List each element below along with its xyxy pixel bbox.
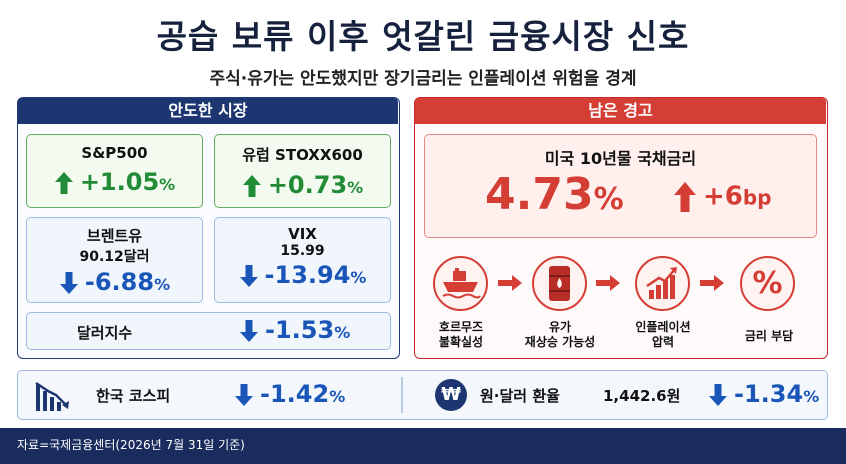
treasury-card: 미국 10년물 국채금리 4.73% +6bp	[424, 134, 817, 238]
arrow-right-icon	[596, 275, 620, 291]
arrow-down-icon	[709, 384, 727, 406]
dollar-index-unit: %	[334, 323, 351, 342]
dollar-index-value-row: -1.53%	[239, 316, 350, 344]
bottom-indicators: 한국 코스피 -1.42% ₩ 원·달러 환율 1,442.6원 -1.34%	[17, 370, 828, 420]
flow-label-rate: 금리 부담	[744, 329, 794, 343]
flow-label-inflation: 인플레이션 압력	[635, 320, 691, 349]
fx-unit: %	[803, 387, 820, 406]
fx-value-row: -1.34%	[708, 380, 819, 408]
rising-chart-icon	[635, 256, 690, 311]
fx-label: 원·달러 환율	[480, 387, 560, 405]
relieved-market-heading: 안도한 시장	[18, 98, 398, 124]
won-icon: ₩	[435, 379, 467, 411]
sp500-label: S&P500	[81, 144, 148, 162]
sp500-value-row: +1.05%	[27, 168, 202, 196]
ship-icon	[433, 256, 488, 311]
fx-value: -1.34	[734, 380, 804, 408]
percent-icon: %	[740, 256, 795, 311]
stoxx600-value-row: +0.73%	[215, 171, 390, 199]
stoxx600-label: 유럽 STOXX600	[242, 146, 363, 164]
relieved-market-panel: 안도한 시장 S&P500 +1.05% 유럽 STOXX600 +0.73% …	[17, 97, 400, 359]
arrow-up-icon	[242, 175, 261, 197]
treasury-change-unit: bp	[742, 185, 772, 210]
brent-value-row: -6.88%	[27, 268, 202, 296]
sp500-card: S&P500 +1.05%	[26, 134, 203, 208]
vix-level: 15.99	[280, 243, 325, 259]
treasury-change: +6	[703, 181, 743, 212]
dollar-index-label: 달러지수	[77, 324, 133, 342]
dollar-index-value: -1.53	[265, 316, 335, 344]
fx-rate-unit: 원	[666, 387, 681, 405]
page-subtitle: 주식·유가는 안도했지만 장기금리는 인플레이션 위험을 경계	[209, 69, 637, 89]
arrow-down-icon	[240, 320, 258, 342]
treasury-yield-unit: %	[593, 182, 624, 217]
footer-bar	[0, 428, 846, 464]
kospi-value-row: -1.42%	[234, 380, 345, 408]
treasury-yield: 4.73	[485, 169, 594, 220]
fx-rate-row: 1,442.6원	[603, 385, 680, 406]
brent-card: 브렌트유 90.12달러 -6.88%	[26, 217, 203, 303]
arrow-down-icon	[235, 384, 253, 406]
stoxx600-unit: %	[347, 178, 364, 197]
oil-barrel-icon	[532, 256, 587, 311]
arrow-down-icon	[239, 265, 258, 287]
vix-label: VIX	[288, 225, 317, 243]
kospi-unit: %	[329, 387, 346, 406]
page-title: 공습 보류 이후 엇갈린 금융시장 신호	[156, 17, 690, 56]
vix-unit: %	[350, 268, 367, 287]
fx-rate: 1,442.6	[603, 387, 667, 405]
flow-label-hormuz: 호르무즈 불확실성	[438, 320, 484, 349]
stoxx600-value: +0.73	[267, 171, 348, 199]
vix-value: -13.94	[264, 261, 351, 289]
kospi-value: -1.42	[260, 380, 330, 408]
flow-label-oil: 유가 재상승 가능성	[524, 320, 596, 349]
sp500-unit: %	[159, 175, 176, 194]
brent-unit: %	[154, 275, 171, 294]
treasury-label: 미국 10년물 국채금리	[544, 149, 697, 168]
arrow-down-icon	[59, 272, 78, 294]
arrow-up-icon	[54, 172, 73, 194]
divider	[401, 377, 403, 413]
sp500-value: +1.05	[79, 168, 160, 196]
vix-value-row: -13.94%	[215, 261, 390, 289]
source-note: 자료=국제금융센터(2026년 7월 31일 기준)	[17, 438, 245, 452]
brent-price: 90.12달러	[79, 249, 150, 265]
kospi-label: 한국 코스피	[96, 387, 171, 405]
treasury-change-row: +6bp	[673, 181, 772, 213]
vix-card: VIX 15.99 -13.94%	[214, 217, 391, 303]
stoxx600-card: 유럽 STOXX600 +0.73%	[214, 134, 391, 208]
falling-bar-chart-icon	[35, 381, 69, 411]
brent-label: 브렌트유	[86, 227, 143, 245]
arrow-right-icon	[700, 275, 724, 291]
remaining-warning-panel: 남은 경고 미국 10년물 국채금리 4.73% +6bp	[414, 97, 828, 359]
brent-value: -6.88	[84, 268, 155, 296]
arrow-right-icon	[498, 275, 522, 291]
treasury-yield-row: 4.73%	[485, 169, 624, 220]
dollar-index-card: 달러지수 -1.53%	[26, 312, 391, 350]
arrow-up-icon	[674, 182, 696, 212]
remaining-warning-heading: 남은 경고	[415, 98, 826, 124]
